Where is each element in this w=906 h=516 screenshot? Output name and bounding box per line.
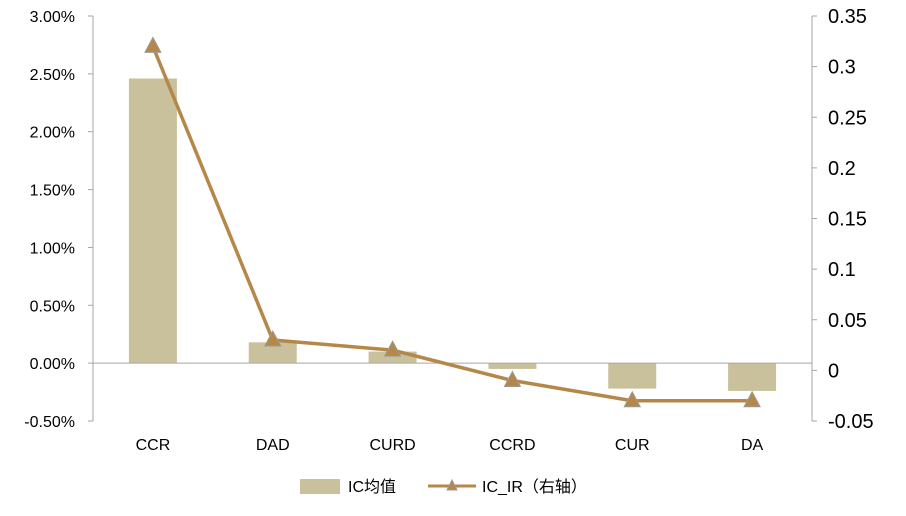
right-tick-label: 0.3 [828,57,856,79]
x-tick-label: CCR [136,437,171,454]
x-axis-ticks: CCR DAD CURD CCRD CUR DA [136,437,764,454]
left-tick-label: 2.50% [30,67,75,84]
legend: IC均值 IC_IR（右轴） [300,478,587,496]
left-tick-label: 1.50% [30,183,75,200]
legend-line-label: IC_IR（右轴） [482,478,587,496]
right-tick-label: 0.35 [828,6,867,28]
ic-ir-point-dad [265,331,281,346]
legend-bar-label: IC均值 [348,478,396,496]
right-tick-label: 0.25 [828,107,867,129]
right-tick-label: 0.1 [828,259,856,281]
left-tick-label: 0.00% [30,356,75,373]
right-tick-label: 0.15 [828,209,867,231]
legend-bar-swatch [300,479,340,494]
left-tick-label: 1.00% [30,240,75,257]
x-tick-label: CCRD [489,437,535,454]
left-axis-ticks: 3.00% 2.50% 2.00% 1.50% 1.00% 0.50% 0.00% -0.50… [24,9,93,431]
line-layer [145,37,760,406]
left-tick-label: 3.00% [30,9,75,26]
bars-layer [129,78,776,390]
left-tick-label: 2.00% [30,125,75,142]
x-tick-label: CURD [369,437,415,454]
right-tick-label: 0 [828,360,839,382]
right-tick-label: 0.2 [828,158,856,180]
x-tick-label: DA [741,437,764,454]
ic-ir-point-ccr [145,37,161,52]
right-tick-label: 0.05 [828,310,867,332]
right-axis-ticks: 0.35 0.3 0.25 0.2 0.15 0.1 0.05 0 -0.05 [812,6,874,433]
right-tick-label: -0.05 [828,411,874,433]
left-tick-label: 0.50% [30,298,75,315]
x-tick-label: DAD [256,437,290,454]
ic-ir-line [153,46,752,400]
left-tick-label: -0.50% [24,414,75,431]
bar-ccrd [488,363,536,369]
x-tick-label: CUR [615,437,650,454]
bar-ccr [129,78,177,363]
bar-da [728,363,776,391]
bar-cur [608,363,656,388]
